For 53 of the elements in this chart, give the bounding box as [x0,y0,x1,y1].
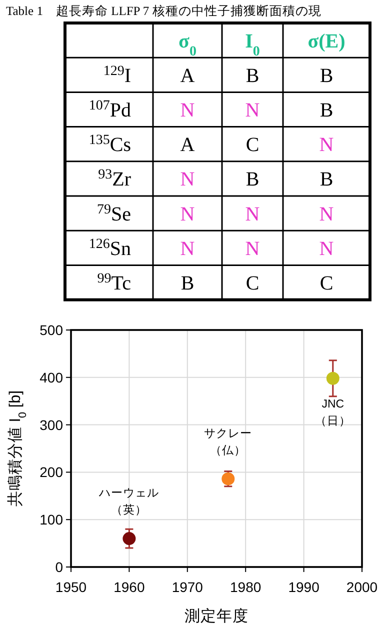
text: $^{79}$Se [97,202,132,226]
point [326,372,340,385]
y-tick-label: 200 [40,464,64,480]
annotation: （日） [314,414,351,428]
text: N [180,100,195,122]
text: C [246,272,260,294]
text: A [180,134,196,156]
text: B [320,100,334,122]
text: C [246,134,260,156]
text: N [180,238,195,260]
text: $^{93}$Zr [98,167,132,191]
text: $^{126}$Sn [88,236,131,260]
text: C [320,272,334,294]
text: $^{99}$Tc [97,271,132,294]
text: N [180,168,195,191]
text: N [319,238,334,260]
text: B [320,64,334,87]
text: Table 1 超長寿命 LLFP 7 核種の中性子捕獲断面積の現 [6,4,322,18]
text: N [180,203,195,226]
annotation: JNC [322,398,344,410]
x-tick-label: 1970 [172,579,204,595]
x-axis-title: 測定年度 [184,607,248,625]
x-tick-label: 1990 [288,579,320,595]
x-tick-label: 2000 [346,579,378,595]
text: σ(E) [308,30,346,52]
text: A [180,64,196,87]
text: N [319,203,334,226]
annotation: （英） [111,504,148,517]
text: σ$_{0}$ [178,30,196,59]
y-tick-label: 400 [40,369,64,386]
x-tick-label: 1980 [230,579,262,595]
y-tick-label: 300 [40,416,64,433]
text: $^{107}$Pd [88,98,131,122]
text: N [319,134,334,156]
annotation: サクレー [204,428,252,440]
text: N [245,203,260,226]
text: N [245,238,260,260]
text: N [245,100,260,122]
text: B [180,272,194,294]
annotation: （仏） [210,444,246,457]
y-tick-label: 100 [40,512,64,528]
text: $^{135}$Cs [88,132,132,156]
x-tick-label: 1950 [55,579,87,595]
text: B [246,168,260,191]
y-tick-label: 0 [55,559,64,575]
text: B [246,64,260,87]
text: B [320,168,334,191]
y-tick-label: 500 [40,322,64,338]
text: $^{129}$I [103,63,131,87]
point [122,532,136,546]
x-tick-label: 1960 [114,579,145,595]
text: I$_{0}$ [245,30,260,59]
annotation: ハーウェル [98,488,160,500]
